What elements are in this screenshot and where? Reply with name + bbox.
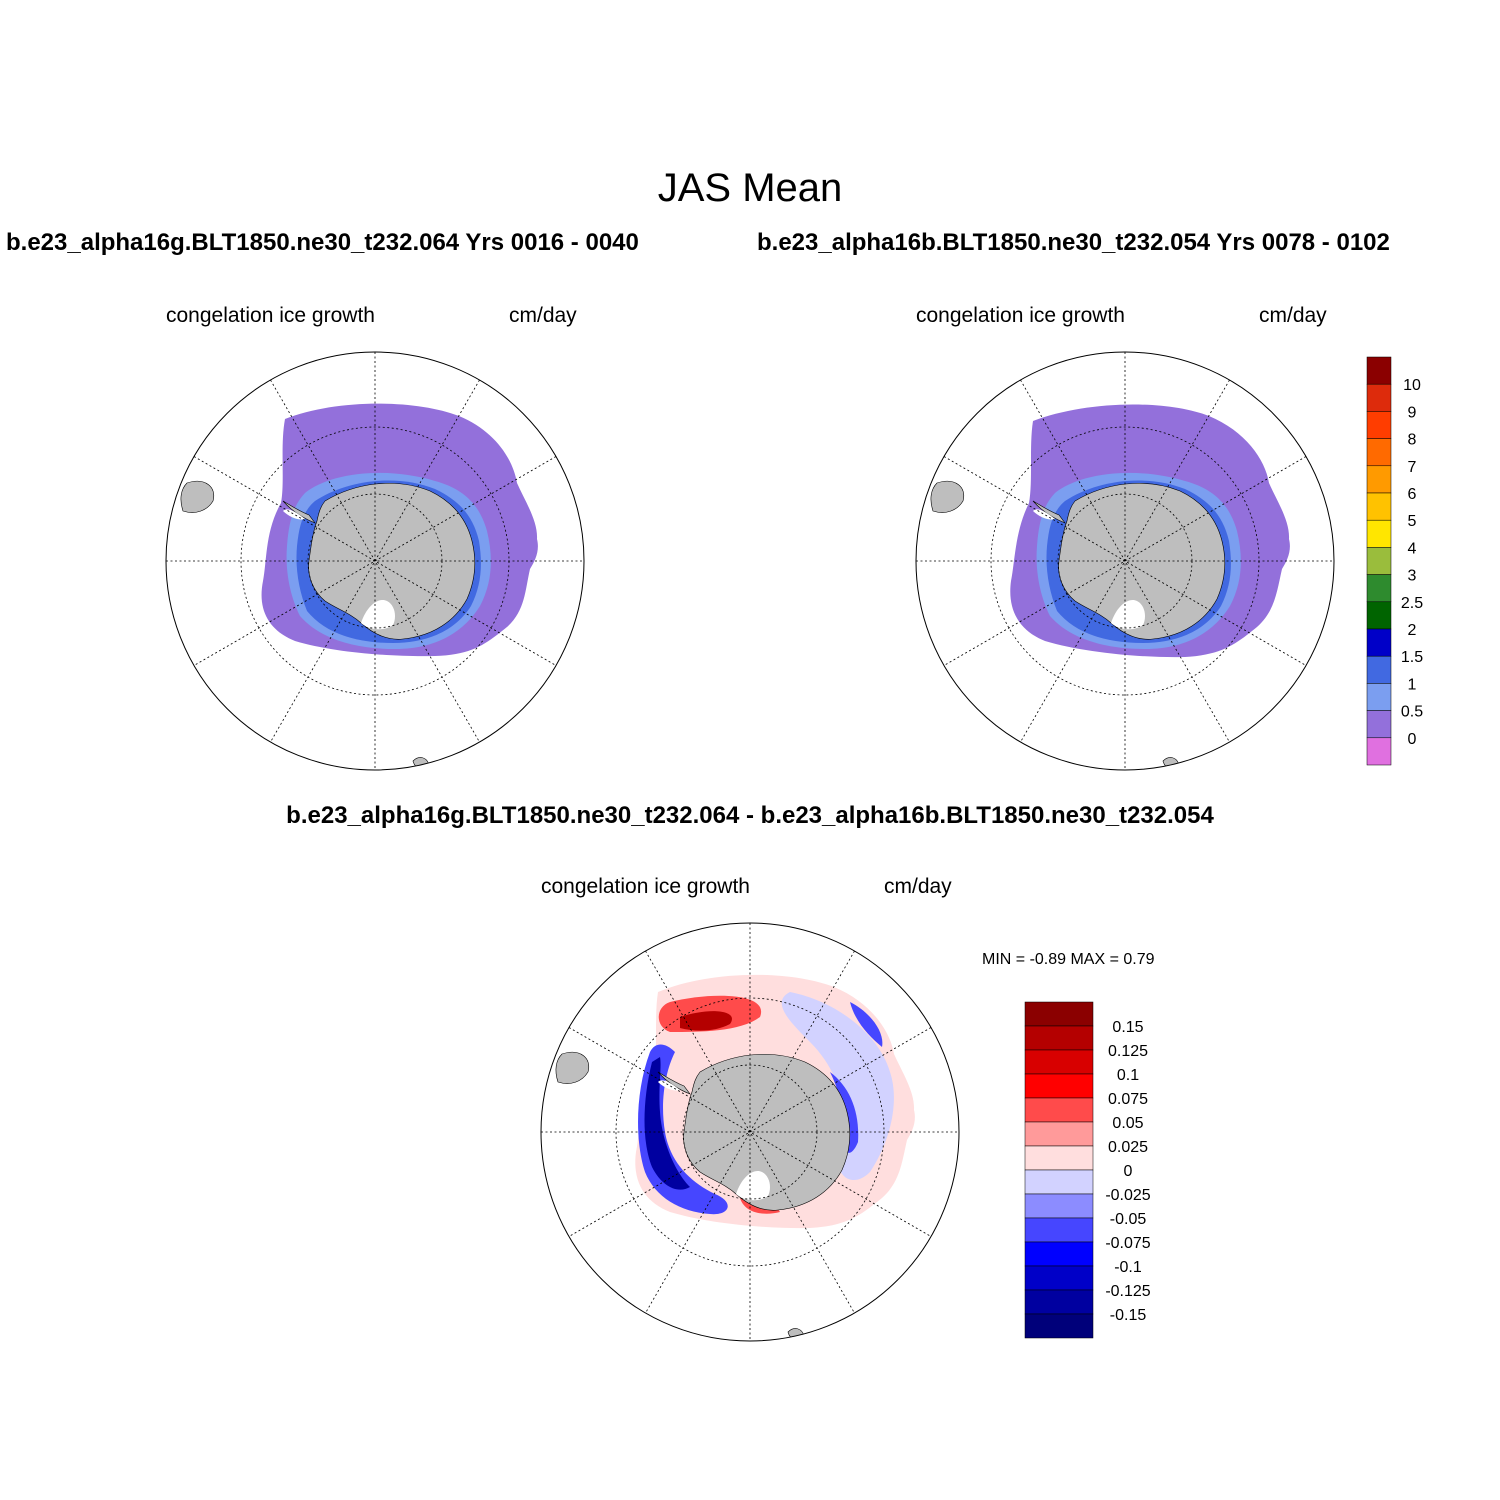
colorbar-label: 5: [1408, 513, 1417, 530]
colorbar-swatch: [1024, 1217, 1094, 1243]
diff-panel-unit-label: cm/day: [884, 875, 952, 898]
colorbar-swatch: [1366, 492, 1392, 521]
antarctic-peninsula: [1032, 500, 1066, 524]
colorbar-label: 0.075: [1108, 1091, 1148, 1108]
new-zealand: [787, 1328, 805, 1340]
south-america: [555, 1052, 590, 1084]
panel-1-polar-map: [165, 351, 585, 771]
panel-2-run-title: b.e23_alpha16b.BLT1850.ne30_t232.054 Yrs…: [757, 229, 1390, 256]
graticule: [916, 352, 1334, 770]
colorbar-label: 7: [1408, 459, 1417, 476]
colorbar-label: 0.15: [1112, 1019, 1143, 1036]
colorbar-swatch: [1024, 1073, 1094, 1099]
colorbar-swatch: [1366, 465, 1392, 494]
colorbar-swatch: [1366, 737, 1392, 766]
new-zealand: [1162, 757, 1180, 769]
colorbar-label: -0.15: [1110, 1307, 1147, 1324]
ice-shelf-ross: [1111, 599, 1145, 630]
colorbar-label: 6: [1408, 486, 1417, 503]
colorbar-swatch: [1024, 1001, 1094, 1027]
colorbar-label: 10: [1403, 377, 1421, 394]
colorbar-label: -0.1: [1114, 1259, 1142, 1276]
new-zealand: [412, 757, 430, 769]
panel-2-variable-label: congelation ice growth: [916, 304, 1125, 327]
colorbar-swatch: [1024, 1097, 1094, 1123]
colorbar-swatch: [1024, 1121, 1094, 1147]
colorbar-swatch: [1024, 1049, 1094, 1075]
panel-2-unit-label: cm/day: [1259, 304, 1327, 327]
diff-region-light-neg-east: [781, 992, 894, 1181]
panel-1-unit-label: cm/day: [509, 304, 577, 327]
colorbar-label: 0.125: [1108, 1043, 1148, 1060]
panel-1-variable-label: congelation ice growth: [166, 304, 375, 327]
colorbar-label: 0: [1124, 1163, 1133, 1180]
main-colorbar: 10 9 8 7 6 5 4 3 2.5 2 1.5 1 0.5 0: [1366, 356, 1423, 766]
colorbar-swatch: [1024, 1169, 1094, 1195]
colorbar-swatch: [1366, 356, 1392, 385]
graticule: [166, 352, 584, 770]
colorbar-swatch: [1366, 655, 1392, 684]
colorbar-swatch: [1024, 1313, 1094, 1339]
colorbar-label: 2: [1408, 622, 1417, 639]
colorbar-swatch: [1024, 1241, 1094, 1267]
antarctic-peninsula: [657, 1071, 691, 1095]
diff-polar-map: [540, 922, 960, 1342]
colorbar-swatch: [1366, 601, 1392, 630]
colorbar-swatch: [1024, 1025, 1094, 1051]
colorbar-label: 0.1: [1117, 1067, 1139, 1084]
colorbar-swatch: [1366, 574, 1392, 603]
colorbar-swatch: [1024, 1289, 1094, 1315]
antarctic-peninsula: [282, 500, 316, 524]
panel-1-run-title: b.e23_alpha16g.BLT1850.ne30_t232.064 Yrs…: [6, 229, 639, 256]
colorbar-swatch: [1366, 683, 1392, 711]
diff-colorbar: 0.15 0.125 0.1 0.075 0.05 0.025 0 -0.025 -0.05 -0…: [1024, 1001, 1151, 1339]
colorbar-swatch: [1024, 1265, 1094, 1291]
colorbar-label: 9: [1408, 404, 1417, 421]
colorbar-label: 0.5: [1401, 704, 1423, 721]
south-america: [930, 481, 965, 513]
ice-shelf-ross: [361, 599, 395, 630]
diff-region-strong-neg-west: [644, 1057, 690, 1190]
colorbar-label: 0.05: [1112, 1115, 1143, 1132]
diff-panel-variable-label: congelation ice growth: [541, 875, 750, 898]
colorbar-label: 4: [1408, 540, 1417, 557]
colorbar-label: -0.025: [1105, 1187, 1150, 1204]
colorbar-swatch: [1366, 547, 1392, 575]
colorbar-label: -0.075: [1105, 1235, 1150, 1252]
colorbar-swatch: [1024, 1193, 1094, 1219]
figure-title: JAS Mean: [657, 166, 843, 210]
colorbar-swatch: [1366, 411, 1392, 439]
diff-region-strong-pos-core: [680, 1011, 732, 1031]
diff-region-neg-east-fringe: [850, 1002, 883, 1047]
colorbar-label: 2.5: [1401, 595, 1423, 612]
ice-shelf-ross: [736, 1170, 770, 1201]
colorbar-label: 3: [1408, 568, 1417, 585]
graticule: [541, 923, 959, 1341]
colorbar-label: 1.5: [1401, 649, 1423, 666]
panel-2-polar-map: [915, 351, 1335, 771]
colorbar-swatch: [1366, 519, 1392, 548]
colorbar-label: -0.05: [1110, 1211, 1147, 1228]
colorbar-label: -0.125: [1105, 1283, 1150, 1300]
colorbar-label: 0.025: [1108, 1139, 1148, 1156]
colorbar-label: 0: [1408, 731, 1417, 748]
colorbar-swatch: [1024, 1145, 1094, 1171]
diff-min-max-text: MIN = -0.89 MAX = 0.79: [982, 951, 1155, 968]
colorbar-swatch: [1366, 628, 1392, 657]
colorbar-label: 1: [1408, 676, 1417, 693]
colorbar-swatch: [1366, 438, 1392, 467]
south-america: [180, 481, 215, 513]
diff-panel-run-title: b.e23_alpha16g.BLT1850.ne30_t232.064 - b…: [286, 802, 1214, 829]
colorbar-label: 8: [1408, 432, 1417, 449]
colorbar-swatch: [1366, 710, 1392, 739]
colorbar-swatch: [1366, 383, 1392, 412]
